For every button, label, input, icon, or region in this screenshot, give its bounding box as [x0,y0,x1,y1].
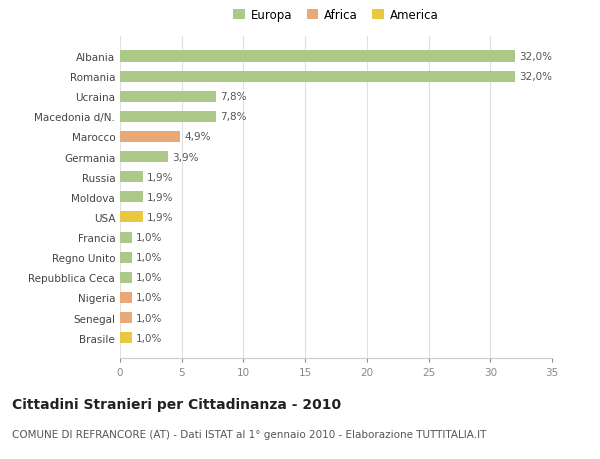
Text: 1,0%: 1,0% [136,293,163,303]
Text: 1,0%: 1,0% [136,273,163,283]
Bar [120,292,133,303]
Text: 7,8%: 7,8% [220,112,247,122]
Text: 3,9%: 3,9% [172,152,199,162]
Text: 1,0%: 1,0% [136,333,163,343]
Bar [120,72,515,83]
Bar [120,212,143,223]
Bar [120,132,181,143]
Text: 1,0%: 1,0% [136,252,163,263]
Text: 1,9%: 1,9% [147,213,173,223]
Bar [120,252,133,263]
Text: 32,0%: 32,0% [518,52,551,62]
Bar [120,112,216,123]
Bar [120,91,216,102]
Bar [120,312,133,323]
Bar [120,272,133,283]
Text: 1,9%: 1,9% [147,192,173,202]
Bar [120,151,168,163]
Text: COMUNE DI REFRANCORE (AT) - Dati ISTAT al 1° gennaio 2010 - Elaborazione TUTTITA: COMUNE DI REFRANCORE (AT) - Dati ISTAT a… [12,429,487,439]
Text: 4,9%: 4,9% [184,132,211,142]
Bar [120,232,133,243]
Bar [120,332,133,343]
Bar [120,51,515,62]
Text: 1,9%: 1,9% [147,172,173,182]
Bar [120,172,143,183]
Text: 1,0%: 1,0% [136,233,163,242]
Text: 32,0%: 32,0% [518,72,551,82]
Text: Cittadini Stranieri per Cittadinanza - 2010: Cittadini Stranieri per Cittadinanza - 2… [12,397,341,411]
Bar [120,192,143,203]
Legend: Europa, Africa, America: Europa, Africa, America [231,7,441,24]
Text: 7,8%: 7,8% [220,92,247,102]
Text: 1,0%: 1,0% [136,313,163,323]
